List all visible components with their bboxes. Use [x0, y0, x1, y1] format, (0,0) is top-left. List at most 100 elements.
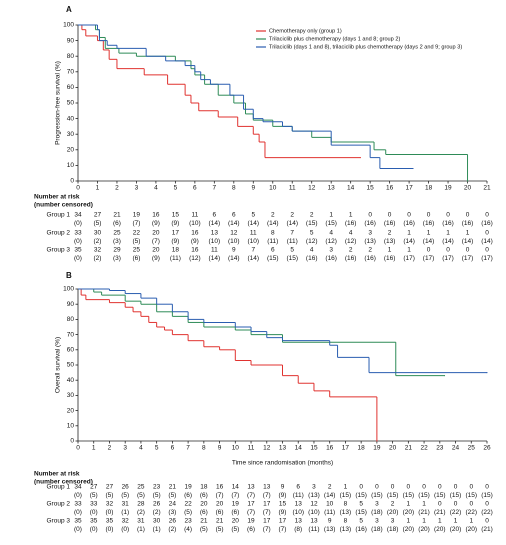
censored-count: (20) — [434, 526, 446, 533]
at-risk-count: 7 — [290, 230, 294, 237]
y-axis-label: Overall survival (%) — [55, 337, 62, 393]
censored-count: (5) — [132, 238, 140, 245]
censored-count: (9) — [152, 255, 160, 262]
at-risk-count: 25 — [137, 484, 145, 491]
censored-count: (14) — [248, 220, 260, 227]
censored-count: (6) — [113, 220, 121, 227]
y-tick-label: 20 — [67, 407, 75, 414]
censored-count: (5) — [216, 526, 224, 533]
at-risk-count: 2 — [328, 484, 332, 491]
censored-count: (6) — [247, 526, 255, 533]
at-risk-count: 21 — [216, 518, 224, 525]
censored-count: (9) — [279, 492, 287, 499]
censored-count: (17) — [423, 255, 435, 262]
x-tick-label: 21 — [405, 445, 413, 452]
at-risk-count: 1 — [349, 212, 353, 219]
at-risk-count: 15 — [279, 501, 287, 508]
censored-count: (13) — [340, 509, 352, 516]
censored-count: (22) — [465, 509, 477, 516]
censored-count: (17) — [403, 255, 415, 262]
at-risk-count: 1 — [329, 212, 333, 219]
at-risk-count: 0 — [388, 212, 392, 219]
at-risk-count: 13 — [310, 518, 318, 525]
at-risk-count: 20 — [232, 518, 240, 525]
y-tick-label: 90 — [67, 301, 75, 308]
x-tick-label: 17 — [342, 445, 350, 452]
censored-count: (7) — [263, 526, 271, 533]
censored-count: (9) — [279, 509, 287, 516]
censored-count: (15) — [418, 492, 430, 499]
censored-count: (6) — [231, 509, 239, 516]
risk-subtitle: (number censored) — [34, 202, 93, 209]
at-risk-count: 0 — [391, 484, 395, 491]
at-risk-count: 34 — [74, 212, 82, 219]
at-risk-count: 3 — [375, 501, 379, 508]
censored-count: (3) — [113, 238, 121, 245]
censored-count: (2) — [93, 255, 101, 262]
censored-count: (0) — [121, 526, 129, 533]
censored-count: (13) — [384, 238, 396, 245]
at-risk-count: 5 — [251, 212, 255, 219]
at-risk-count: 5 — [359, 518, 363, 525]
at-risk-count: 15 — [172, 212, 180, 219]
at-risk-count: 19 — [247, 518, 255, 525]
x-tick-label: 3 — [123, 445, 127, 452]
at-risk-count: 0 — [407, 484, 411, 491]
at-risk-count: 0 — [469, 484, 473, 491]
censored-count: (5) — [105, 492, 113, 499]
at-risk-count: 13 — [247, 484, 255, 491]
at-risk-count: 9 — [232, 247, 236, 254]
at-risk-count: 27 — [94, 212, 102, 219]
censored-count: (15) — [403, 492, 415, 499]
censored-count: (5) — [137, 492, 145, 499]
at-risk-count: 16 — [191, 230, 199, 237]
y-tick-label: 50 — [67, 100, 75, 107]
at-risk-count: 17 — [172, 230, 180, 237]
x-tick-label: 19 — [373, 445, 381, 452]
censored-count: (9) — [171, 238, 179, 245]
at-risk-count: 35 — [90, 518, 98, 525]
x-tick-label: 4 — [139, 445, 143, 452]
at-risk-count: 20 — [216, 501, 224, 508]
at-risk-count: 13 — [295, 501, 303, 508]
x-tick-label: 22 — [420, 445, 428, 452]
risk-group-label: Group 3 — [47, 518, 71, 525]
x-tick-label: 3 — [135, 185, 139, 192]
at-risk-count: 1 — [446, 230, 450, 237]
x-tick-label: 26 — [483, 445, 491, 452]
censored-count: (10) — [189, 220, 201, 227]
censored-count: (14) — [228, 220, 240, 227]
risk-group-label: Group 1 — [47, 484, 71, 491]
x-tick-label: 1 — [96, 185, 100, 192]
censored-count: (10) — [228, 238, 240, 245]
censored-count: (12) — [189, 255, 201, 262]
x-axis-label: Time since randomisation (months) — [232, 460, 333, 467]
censored-count: (7) — [247, 509, 255, 516]
censored-count: (12) — [345, 238, 357, 245]
censored-count: (1) — [153, 526, 161, 533]
at-risk-count: 1 — [407, 247, 411, 254]
censored-count: (20) — [403, 509, 415, 516]
censored-count: (5) — [184, 509, 192, 516]
at-risk-count: 32 — [122, 518, 130, 525]
at-risk-count: 3 — [368, 230, 372, 237]
censored-count: (14) — [324, 492, 336, 499]
censored-count: (3) — [168, 509, 176, 516]
censored-count: (6) — [216, 509, 224, 516]
at-risk-count: 5 — [359, 501, 363, 508]
at-risk-count: 5 — [290, 247, 294, 254]
y-tick-label: 100 — [63, 286, 74, 293]
at-risk-count: 33 — [74, 230, 82, 237]
censored-count: (0) — [74, 526, 82, 533]
x-tick-label: 20 — [464, 185, 472, 192]
at-risk-count: 0 — [407, 212, 411, 219]
at-risk-count: 6 — [232, 212, 236, 219]
at-risk-count: 3 — [329, 247, 333, 254]
at-risk-count: 20 — [200, 501, 208, 508]
at-risk-count: 30 — [94, 230, 102, 237]
at-risk-count: 25 — [113, 230, 121, 237]
at-risk-count: 22 — [184, 501, 192, 508]
at-risk-count: 31 — [122, 501, 130, 508]
at-risk-count: 16 — [216, 484, 224, 491]
at-risk-count: 29 — [113, 247, 121, 254]
